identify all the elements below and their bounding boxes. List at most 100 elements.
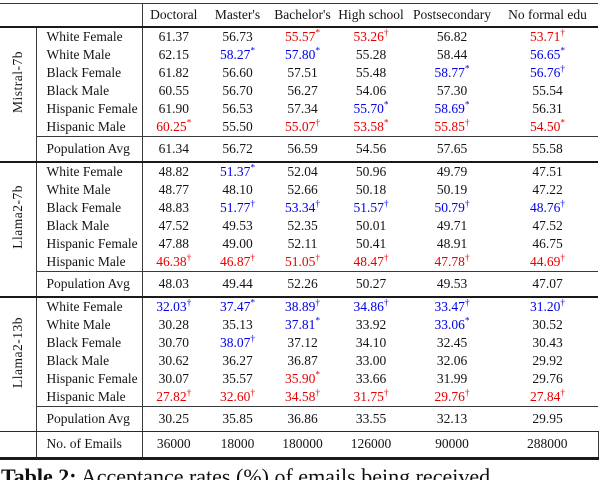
value-cell: 48.03 bbox=[142, 271, 205, 298]
value-cell: 56.72 bbox=[205, 136, 270, 163]
dagger-marker: † bbox=[464, 253, 470, 264]
asterisk-marker: * bbox=[383, 100, 389, 111]
asterisk-marker: * bbox=[250, 46, 256, 57]
results-table: Doctoral Master's Bachelor's High school Pos… bbox=[0, 3, 599, 460]
value-cell: 61.37 bbox=[158, 29, 189, 44]
value-cell: 50.27 bbox=[335, 271, 407, 298]
table-row: Hispanic Male 60.25* 55.50 55.07† 53.58* 55.8… bbox=[0, 118, 598, 137]
value-cell: 36000 bbox=[142, 431, 205, 460]
asterisk-marker: * bbox=[560, 118, 566, 129]
value-cell: 30.43 bbox=[532, 335, 563, 350]
value-cell: 56.76† bbox=[497, 64, 598, 82]
row-label: Black Male bbox=[35, 352, 143, 370]
value: 32.60 bbox=[219, 389, 251, 404]
dagger-marker: † bbox=[250, 199, 256, 210]
column-header-high-school: High school bbox=[335, 3, 407, 28]
dagger-marker: † bbox=[315, 298, 321, 309]
table-row: White Male 62.15 58.27* 57.80* 55.28 58.44 56.… bbox=[0, 46, 598, 64]
value: 27.82 bbox=[156, 389, 187, 404]
value: 51.05 bbox=[284, 254, 316, 269]
value: 50.79 bbox=[434, 200, 465, 215]
value: 57.80 bbox=[284, 47, 316, 62]
table-row: Black Male 47.52 49.53 52.35 50.01 49.71 47.52 bbox=[0, 217, 598, 235]
table-caption-label: Table 2: bbox=[1, 464, 77, 480]
dagger-marker: † bbox=[315, 199, 321, 210]
row-label: Population Avg bbox=[35, 406, 143, 432]
value-cell: 54.06 bbox=[355, 83, 387, 98]
dagger-marker: † bbox=[560, 388, 566, 399]
value-cell: 54.56 bbox=[335, 136, 407, 163]
empty-cell bbox=[0, 136, 37, 163]
table-row: Black Female 48.83 51.77† 53.34† 51.57† 50.79… bbox=[0, 199, 598, 217]
value: 31.20 bbox=[529, 299, 561, 314]
value-cell: 47.88 bbox=[158, 236, 189, 251]
model-group-label: Mistral-7b bbox=[9, 51, 25, 114]
asterisk-marker: * bbox=[250, 298, 256, 309]
value-cell: 55.28 bbox=[355, 47, 387, 62]
dagger-marker: † bbox=[315, 253, 321, 264]
table-row: Black Male 60.55 56.70 56.27 54.06 57.30 55.54 bbox=[0, 82, 598, 100]
value-cell: 35.85 bbox=[205, 406, 270, 432]
value-cell: 55.57* bbox=[270, 27, 335, 46]
value-cell: 47.51 bbox=[532, 164, 563, 179]
value-cell: 51.05† bbox=[270, 253, 335, 272]
table-row: Hispanic Male 46.38† 46.87† 51.05† 48.47† 47.… bbox=[0, 253, 598, 272]
value-cell: 29.95 bbox=[497, 406, 598, 432]
row-label: Hispanic Female bbox=[35, 100, 143, 118]
value-cell: 35.57 bbox=[222, 371, 253, 386]
value-cell: 58.69* bbox=[407, 100, 497, 118]
value: 38.89 bbox=[284, 299, 316, 314]
value-cell: 33.47† bbox=[407, 297, 497, 316]
value-cell: 47.52 bbox=[532, 218, 563, 233]
table-row: Hispanic Female 30.07 35.57 35.90* 33.66 31.9… bbox=[0, 370, 598, 388]
value-cell: 47.78† bbox=[407, 253, 497, 272]
value-cell: 38.89† bbox=[270, 297, 335, 316]
value: 58.69 bbox=[434, 101, 465, 116]
value: 31.75 bbox=[353, 389, 384, 404]
value-cell: 57.30 bbox=[436, 83, 468, 98]
value-cell: 30.28 bbox=[158, 317, 189, 332]
asterisk-marker: * bbox=[250, 163, 256, 174]
value-cell: 53.34† bbox=[270, 199, 335, 217]
value-cell: 51.37* bbox=[205, 162, 270, 181]
empty-cell bbox=[0, 431, 37, 460]
model-group-label-cell: Mistral-7b bbox=[0, 27, 37, 137]
value-cell: 30.52 bbox=[532, 317, 563, 332]
table-row: Hispanic Female 61.90 56.53 57.34 55.70* 58.6… bbox=[0, 100, 598, 118]
value-cell: 35.90* bbox=[270, 370, 335, 388]
value-cell: 32.06 bbox=[436, 353, 468, 368]
value-cell: 50.01 bbox=[355, 218, 387, 233]
population-avg-row: Population Avg 30.25 35.85 36.86 33.55 32.13 2… bbox=[0, 406, 598, 432]
value-cell: 58.44 bbox=[436, 47, 468, 62]
header-corner bbox=[0, 3, 142, 28]
dagger-marker: † bbox=[560, 253, 566, 264]
dagger-marker: † bbox=[315, 388, 321, 399]
value-cell: 32.03† bbox=[142, 297, 205, 316]
value: 46.87 bbox=[219, 254, 251, 269]
value-cell: 53.26† bbox=[335, 27, 407, 46]
value-cell: 33.55 bbox=[335, 406, 407, 432]
value-cell: 37.12 bbox=[287, 335, 318, 350]
value-cell: 53.71† bbox=[497, 27, 598, 46]
value-cell: 90000 bbox=[407, 431, 497, 460]
table-row: Black Female 61.82 56.60 57.51 55.48 58.77* 56… bbox=[0, 64, 598, 82]
value: 58.77 bbox=[434, 65, 465, 80]
value: 56.76 bbox=[529, 65, 561, 80]
value-cell: 58.77* bbox=[407, 64, 497, 82]
row-label: Hispanic Female bbox=[35, 235, 143, 253]
value: 53.34 bbox=[284, 200, 316, 215]
value-cell: 53.58* bbox=[335, 118, 407, 137]
value-cell: 57.65 bbox=[407, 136, 497, 163]
table-row: Mistral-7b White Female 61.37 56.73 55.57* 53… bbox=[0, 27, 598, 137]
value-cell: 55.07† bbox=[270, 118, 335, 137]
value: 60.25 bbox=[156, 119, 187, 134]
table-row: White Male 30.28 35.13 37.81* 33.92 33.06* 30.… bbox=[0, 316, 598, 334]
value: 53.58 bbox=[353, 119, 384, 134]
value-cell: 37.81* bbox=[270, 316, 335, 334]
value-cell: 52.11 bbox=[287, 236, 318, 251]
value: 54.50 bbox=[529, 119, 561, 134]
table-caption-text: Acceptance rates (%) of emails being rec… bbox=[76, 464, 491, 480]
value: 32.03 bbox=[156, 299, 187, 314]
value-cell: 36.86 bbox=[270, 406, 335, 432]
dagger-marker: † bbox=[186, 253, 192, 264]
